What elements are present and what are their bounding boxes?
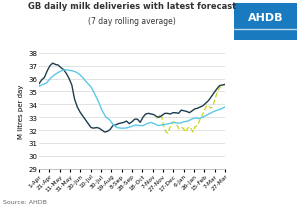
Text: AHDB: AHDB <box>248 13 283 23</box>
Text: GB daily milk deliveries with latest forecast: GB daily milk deliveries with latest for… <box>28 2 236 11</box>
Text: Source: AHDB: Source: AHDB <box>3 199 47 204</box>
Legend: 2024/2025, 2023/2024, 2024/2025 forecast: 2024/2025, 2023/2024, 2024/2025 forecast <box>47 204 217 206</box>
Y-axis label: M litres per day: M litres per day <box>18 84 24 138</box>
Text: (7 day rolling average): (7 day rolling average) <box>88 16 176 25</box>
